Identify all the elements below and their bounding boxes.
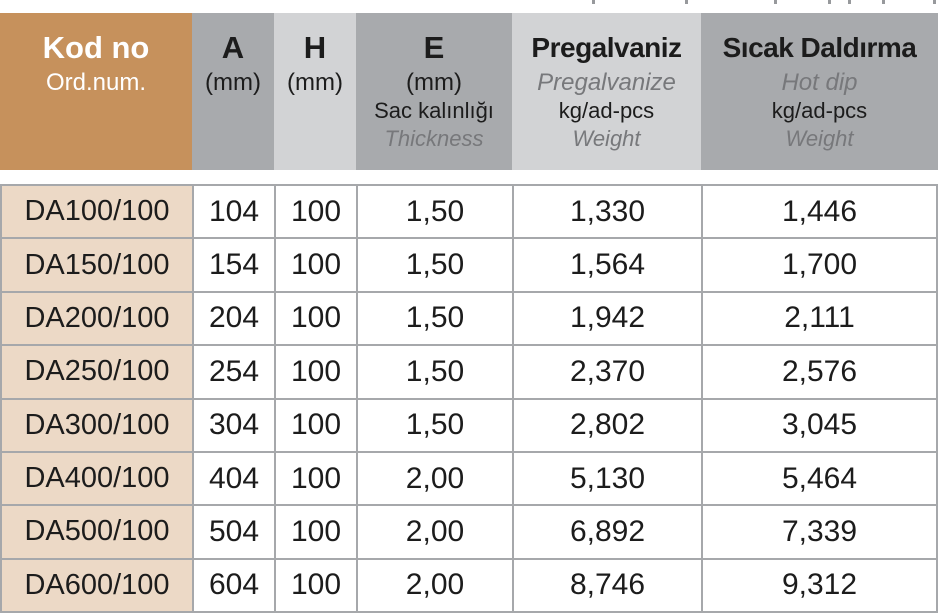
row-value-cell: 1,50	[358, 186, 512, 238]
row-value-cell: 9,312	[703, 559, 936, 611]
col-kod-subtitle: Ord.num.	[45, 69, 147, 96]
row-value-cell: 1,700	[703, 239, 936, 291]
row-value-cell: 1,564	[514, 239, 701, 291]
row-value-cell: 100	[276, 506, 356, 558]
col-pregalvaniz-title: Pregalvaniz	[531, 32, 682, 63]
row-value-cell: 5,130	[514, 452, 701, 505]
col-a-title: A	[221, 30, 245, 65]
col-pregalvaniz-weight-label: Weight	[572, 126, 641, 151]
row-value-cell: 2,802	[514, 399, 701, 451]
row-value-cell: 1,330	[514, 186, 701, 238]
row-value-cell: 1,50	[358, 399, 512, 451]
col-h-title: H	[303, 30, 327, 65]
row-value-cell: 3,045	[703, 399, 936, 451]
col-kod-title: Kod no	[42, 30, 150, 65]
row-code-cell: DA500/100	[2, 506, 192, 558]
row-value-cell: 100	[276, 346, 356, 398]
row-value-cell: 100	[276, 292, 356, 345]
col-sicak-daldirma-unit: kg/ad-pcs	[771, 98, 868, 123]
col-header-kod-no: Kod no Ord.num.	[0, 13, 192, 170]
row-code-cell: DA150/100	[2, 239, 192, 291]
col-e-unit: (mm)	[406, 69, 462, 96]
col-e-title: E	[423, 30, 445, 65]
row-value-cell: 304	[194, 399, 274, 451]
row-value-cell: 100	[276, 186, 356, 238]
col-pregalvaniz-unit: kg/ad-pcs	[558, 98, 655, 123]
row-value-cell: 2,111	[703, 292, 936, 345]
row-value-cell: 1,50	[358, 346, 512, 398]
row-value-cell: 6,892	[514, 506, 701, 558]
col-sicak-daldirma-weight-label: Weight	[785, 126, 854, 151]
row-code-cell: DA400/100	[2, 452, 192, 505]
row-value-cell: 7,339	[703, 506, 936, 558]
row-code-cell: DA100/100	[2, 186, 192, 238]
col-sicak-daldirma-title: Sıcak Daldırma	[722, 32, 917, 63]
col-header-sicak-daldirma: Sıcak Daldırma Hot dip kg/ad-pcs Weight	[701, 13, 938, 170]
row-value-cell: 100	[276, 559, 356, 611]
row-value-cell: 100	[276, 239, 356, 291]
row-value-cell: 1,50	[358, 292, 512, 345]
row-value-cell: 2,370	[514, 346, 701, 398]
col-pregalvaniz-subtitle: Pregalvanize	[537, 69, 676, 96]
col-e-thickness-label-tr: Sac kalınlığı	[374, 98, 494, 123]
col-e-thickness-label-en: Thickness	[384, 126, 484, 151]
row-value-cell: 204	[194, 292, 274, 345]
row-value-cell: 5,464	[703, 452, 936, 505]
row-value-cell: 154	[194, 239, 274, 291]
row-value-cell: 504	[194, 506, 274, 558]
row-value-cell: 100	[276, 452, 356, 505]
row-value-cell: 604	[194, 559, 274, 611]
row-value-cell: 404	[194, 452, 274, 505]
row-value-cell: 2,576	[703, 346, 936, 398]
row-value-cell: 2,00	[358, 559, 512, 611]
row-code-cell: DA600/100	[2, 559, 192, 611]
spec-table-header: Kod no Ord.num. A (mm) H (mm) E (mm) Sac…	[0, 13, 938, 170]
row-value-cell: 1,50	[358, 239, 512, 291]
col-header-a: A (mm)	[192, 13, 274, 170]
row-value-cell: 8,746	[514, 559, 701, 611]
row-value-cell: 104	[194, 186, 274, 238]
col-a-unit: (mm)	[205, 69, 261, 96]
row-code-cell: DA300/100	[2, 399, 192, 451]
col-h-unit: (mm)	[287, 69, 343, 96]
spec-table-body: DA100/100 104 100 1,50 1,330 1,446 DA150/100 15…	[0, 184, 938, 613]
row-value-cell: 1,942	[514, 292, 701, 345]
row-value-cell: 1,446	[703, 186, 936, 238]
row-value-cell: 254	[194, 346, 274, 398]
col-header-e: E (mm) Sac kalınlığı Thickness	[356, 13, 512, 170]
row-value-cell: 2,00	[358, 452, 512, 505]
row-value-cell: 100	[276, 399, 356, 451]
page-crop-artifact	[0, 0, 938, 5]
col-sicak-daldirma-subtitle: Hot dip	[781, 69, 858, 96]
row-value-cell: 2,00	[358, 506, 512, 558]
col-header-h: H (mm)	[274, 13, 356, 170]
row-code-cell: DA250/100	[2, 346, 192, 398]
col-header-pregalvaniz: Pregalvaniz Pregalvanize kg/ad-pcs Weigh…	[512, 13, 701, 170]
row-code-cell: DA200/100	[2, 292, 192, 345]
